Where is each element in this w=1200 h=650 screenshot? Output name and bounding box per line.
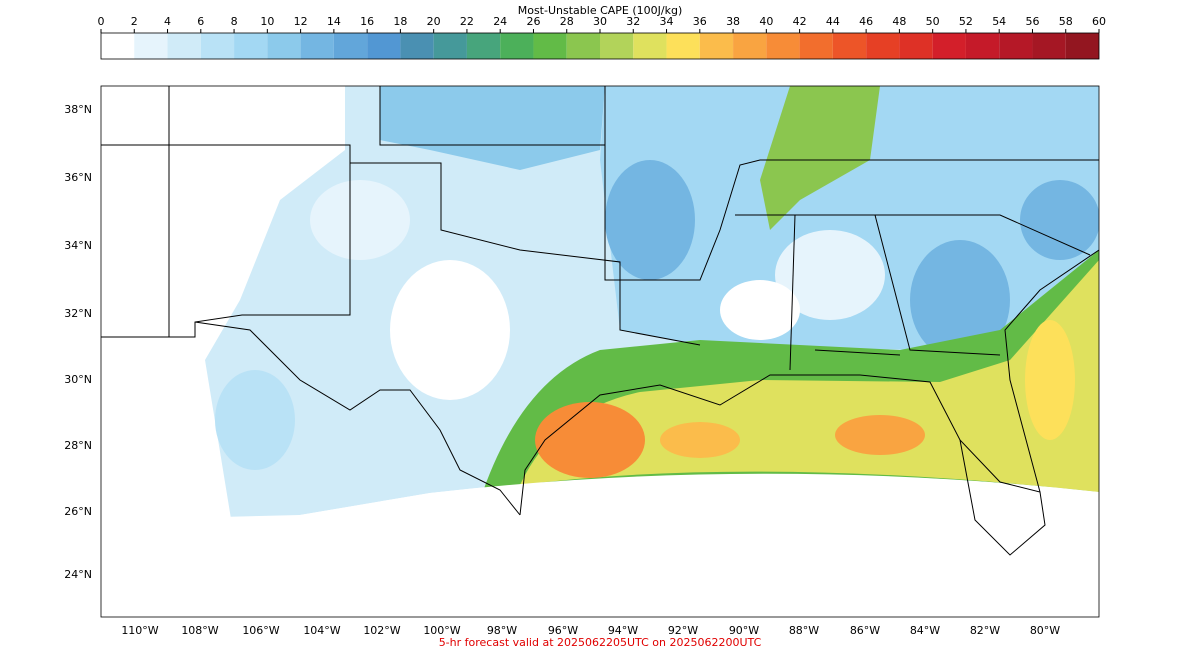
colorbar-bin: [267, 33, 301, 59]
colorbar-tick-label: 12: [294, 15, 308, 28]
colorbar-bin: [466, 33, 501, 59]
colorbar-bin: [866, 33, 900, 59]
lon-label: 106°W: [242, 624, 279, 637]
colorbar-tick-label: 34: [660, 15, 674, 28]
colorbar-bin: [766, 33, 800, 59]
colorbar-tick-label: 58: [1059, 15, 1073, 28]
colorbar-tick-label: 16: [360, 15, 374, 28]
colorbar-tick-label: 32: [626, 15, 640, 28]
colorbar: 0 2 4 6 8 10 12 14 16 18 20 22 24 26 28 30 32 34 36 38 40 42 4…: [98, 15, 1106, 60]
lon-label: 82°W: [970, 624, 1000, 637]
axis-labels: 38°N 36°N 34°N 32°N 30°N 28°N 26°N 24°N 110°W 108…: [64, 103, 1060, 637]
colorbar-bin: [1032, 33, 1066, 59]
lon-label: 84°W: [910, 624, 940, 637]
colorbar-bin: [633, 33, 667, 59]
lon-label: 98°W: [487, 624, 517, 637]
colorbar-bin: [400, 33, 434, 59]
lon-label: 86°W: [850, 624, 880, 637]
colorbar-bin: [1065, 33, 1099, 59]
colorbar-bin: [666, 33, 700, 59]
lat-label: 30°N: [64, 373, 92, 386]
colorbar-tick-label: 4: [164, 15, 171, 28]
colorbar-bin: [134, 33, 168, 59]
colorbar-tick-label: 20: [427, 15, 441, 28]
lon-label: 110°W: [121, 624, 158, 637]
colorbar-tick-label: 28: [560, 15, 574, 28]
lat-label: 24°N: [64, 568, 92, 581]
colorbar-tick-label: 56: [1025, 15, 1039, 28]
lon-label: 88°W: [789, 624, 819, 637]
colorbar-title: Most-Unstable CAPE (100J/kg): [518, 4, 683, 17]
colorbar-tick-label: 44: [826, 15, 840, 28]
colorbar-bin: [699, 33, 734, 59]
lon-label: 90°W: [729, 624, 759, 637]
colorbar-bin: [600, 33, 634, 59]
colorbar-tick-label: 30: [593, 15, 607, 28]
lon-label: 104°W: [303, 624, 340, 637]
colorbar-bin: [433, 33, 467, 59]
lat-label: 36°N: [64, 171, 92, 184]
map-field: [101, 86, 1099, 617]
colorbar-tick-label: 8: [231, 15, 238, 28]
colorbar-bin: [832, 33, 867, 59]
colorbar-bin: [932, 33, 966, 59]
map-frame: [100, 85, 1100, 618]
colorbar-tick-label: 52: [959, 15, 973, 28]
lon-label: 102°W: [363, 624, 400, 637]
colorbar-tick-label: 42: [793, 15, 807, 28]
colorbar-bin: [899, 33, 933, 59]
colorbar-bin: [799, 33, 833, 59]
colorbar-tick-label: 14: [327, 15, 341, 28]
lat-label: 28°N: [64, 439, 92, 452]
colorbar-tick-label: 22: [460, 15, 474, 28]
lon-label: 96°W: [548, 624, 578, 637]
lon-label: 100°W: [423, 624, 460, 637]
lon-label: 108°W: [181, 624, 218, 637]
colorbar-bin: [500, 33, 534, 59]
footer-text: 5-hr forecast valid at 2025062205UTC on …: [439, 636, 762, 649]
lat-label: 38°N: [64, 103, 92, 116]
colorbar-bin: [167, 33, 201, 59]
lon-label: 80°W: [1030, 624, 1060, 637]
colorbar-tick-label: 2: [131, 15, 138, 28]
colorbar-tick-label: 18: [393, 15, 407, 28]
colorbar-bin: [200, 33, 235, 59]
colorbar-tick-label: 10: [260, 15, 274, 28]
lon-label: 92°W: [668, 624, 698, 637]
colorbar-bin: [533, 33, 567, 59]
colorbar-tick-label: 24: [493, 15, 507, 28]
lat-label: 26°N: [64, 505, 92, 518]
colorbar-bin: [566, 33, 600, 59]
colorbar-tick-label: 6: [197, 15, 204, 28]
lat-label: 32°N: [64, 307, 92, 320]
colorbar-bin: [101, 33, 135, 59]
colorbar-tick-label: 60: [1092, 15, 1106, 28]
colorbar-bin: [999, 33, 1033, 59]
colorbar-tick-label: 36: [693, 15, 707, 28]
colorbar-tick-label: 38: [726, 15, 740, 28]
colorbar-bin: [333, 33, 368, 59]
colorbar-tick-label: 46: [859, 15, 873, 28]
colorbar-tick-label: 48: [892, 15, 906, 28]
colorbar-bin: [965, 33, 1000, 59]
colorbar-bin: [234, 33, 268, 59]
colorbar-tick-label: 50: [926, 15, 940, 28]
lat-label: 34°N: [64, 239, 92, 252]
lon-label: 94°W: [608, 624, 638, 637]
colorbar-bin: [367, 33, 401, 59]
colorbar-bin: [733, 33, 767, 59]
colorbar-bin: [300, 33, 334, 59]
colorbar-tick-label: 40: [759, 15, 773, 28]
colorbar-tick-label: 26: [526, 15, 540, 28]
colorbar-tick-label: 0: [98, 15, 105, 28]
colorbar-tick-label: 54: [992, 15, 1006, 28]
